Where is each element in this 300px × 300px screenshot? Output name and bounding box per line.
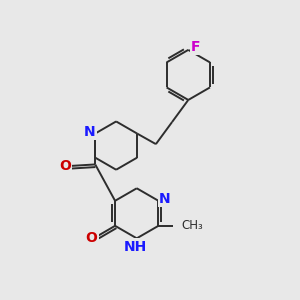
Text: N: N <box>159 192 171 206</box>
Text: CH₃: CH₃ <box>181 219 203 232</box>
Text: NH: NH <box>124 240 147 254</box>
Text: N: N <box>84 125 96 139</box>
Text: O: O <box>59 159 71 173</box>
Text: O: O <box>85 231 98 244</box>
Text: F: F <box>191 40 200 54</box>
